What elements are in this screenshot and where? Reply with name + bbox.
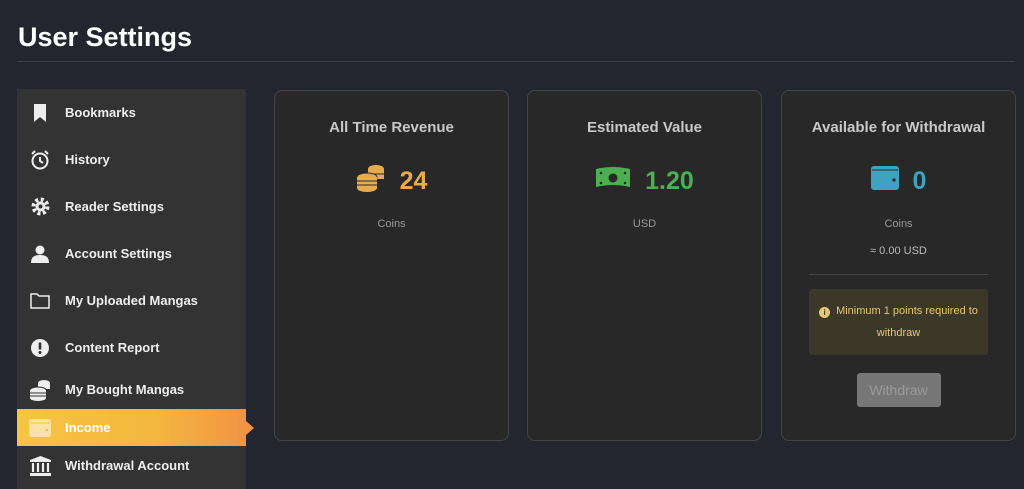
sidebar-item-content-report[interactable]: Content Report xyxy=(17,329,246,366)
user-icon xyxy=(29,245,51,263)
sidebar-item-history[interactable]: History xyxy=(17,141,246,178)
withdrawal-value: 0 xyxy=(912,166,927,195)
wallet-icon xyxy=(29,418,51,437)
money-bill-icon xyxy=(595,166,631,197)
sidebar-item-label: Reader Settings xyxy=(65,199,164,214)
wallet-icon xyxy=(870,165,899,197)
withdrawal-unit: Coins xyxy=(884,218,913,230)
folder-icon xyxy=(29,292,51,309)
approx-usd: ≈ 0.00 USD xyxy=(870,245,927,257)
page-title: User Settings xyxy=(18,22,193,52)
sidebar-item-label: History xyxy=(65,152,110,167)
estimated-value: 1.20 xyxy=(645,166,694,195)
sidebar-item-income[interactable]: Income xyxy=(17,409,254,446)
sidebar-item-label: Account Settings xyxy=(65,246,172,261)
bank-icon xyxy=(29,455,51,476)
sidebar-item-label: Withdrawal Account xyxy=(65,458,190,473)
minimum-notice: i Minimum 1 points required to withdraw xyxy=(809,289,988,355)
sidebar-item-uploaded-mangas[interactable]: My Uploaded Mangas xyxy=(17,282,246,319)
card-title: All Time Revenue xyxy=(329,119,454,136)
alarm-clock-icon xyxy=(29,149,51,170)
divider xyxy=(809,274,988,275)
card-title: Available for Withdrawal xyxy=(811,119,986,136)
sidebar-item-label: My Uploaded Mangas xyxy=(65,293,198,308)
bookmark-icon xyxy=(29,103,51,122)
estimated-value-card: Estimated Value 1.20 USD xyxy=(527,90,762,441)
sidebar-item-bought-mangas[interactable]: My Bought Mangas xyxy=(17,371,246,408)
sidebar-item-label: My Bought Mangas xyxy=(65,382,185,397)
sidebar-item-label: Bookmarks xyxy=(65,105,136,120)
divider xyxy=(17,61,1015,62)
sidebar-item-label: Content Report xyxy=(65,340,160,355)
sidebar-item-withdrawal-account[interactable]: Withdrawal Account xyxy=(17,447,246,484)
notice-text: Minimum 1 points required to withdraw xyxy=(836,305,978,339)
withdraw-button[interactable]: Withdraw xyxy=(856,373,941,407)
exclamation-circle-icon xyxy=(29,338,51,357)
coins-icon xyxy=(29,379,51,401)
info-icon: i xyxy=(819,307,831,318)
all-time-revenue-card: All Time Revenue 24 Coins xyxy=(274,90,509,441)
sidebar: Bookmarks History Reader Settings Accoun… xyxy=(17,89,254,489)
sidebar-item-account-settings[interactable]: Account Settings xyxy=(17,235,246,272)
estimated-unit: USD xyxy=(632,218,657,230)
sidebar-item-reader-settings[interactable]: Reader Settings xyxy=(17,188,246,225)
sidebar-item-label: Income xyxy=(65,420,111,435)
coins-icon xyxy=(356,163,386,200)
revenue-unit: Coins xyxy=(377,218,406,230)
card-title: Estimated Value xyxy=(586,119,703,136)
available-withdrawal-card: Available for Withdrawal 0 Coins ≈ 0.00 … xyxy=(781,90,1016,441)
sidebar-item-bookmarks[interactable]: Bookmarks xyxy=(17,94,246,131)
revenue-value: 24 xyxy=(399,166,428,195)
gear-icon xyxy=(29,197,51,216)
